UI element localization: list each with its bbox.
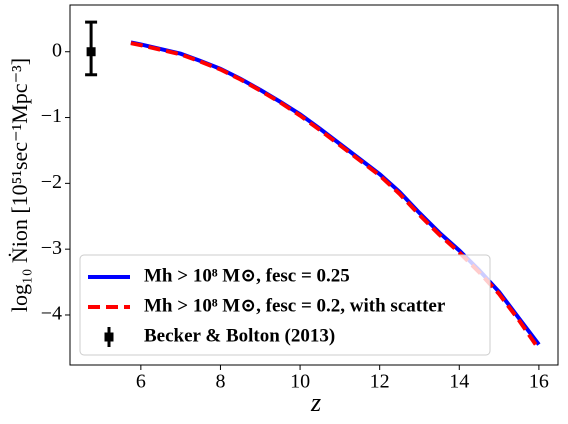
x-tick-label: 16	[529, 371, 549, 393]
legend-label: Becker & Bolton (2013)	[144, 325, 335, 346]
legend-swatch	[104, 332, 114, 342]
error-point	[86, 47, 96, 57]
legend-label: Mh > 10⁸ M⊙, fesc = 0.2, with scatter	[144, 295, 446, 316]
x-tick-label: 6	[136, 371, 146, 393]
legend-box	[79, 254, 491, 356]
y-axis-label: log₁₀ Ṅion [10⁵¹sec⁻¹Mpc⁻³]	[7, 58, 32, 312]
y-tick-label: −1	[41, 105, 62, 127]
y-tick-label: −3	[41, 237, 62, 259]
x-tick-label: 14	[449, 371, 469, 393]
plot-frame	[69, 4, 559, 366]
y-tick-label: 0	[52, 39, 62, 61]
x-tick-label: 12	[370, 371, 390, 393]
y-tick-label: −4	[41, 303, 62, 325]
x-axis-label: z	[310, 388, 321, 417]
series-line	[130, 41, 541, 351]
x-tick-label: 8	[215, 371, 225, 393]
y-tick-label: −2	[41, 171, 62, 193]
legend-label: Mh > 10⁸ M⊙, fesc = 0.25	[144, 265, 350, 286]
x-tick-label: 10	[290, 371, 310, 393]
